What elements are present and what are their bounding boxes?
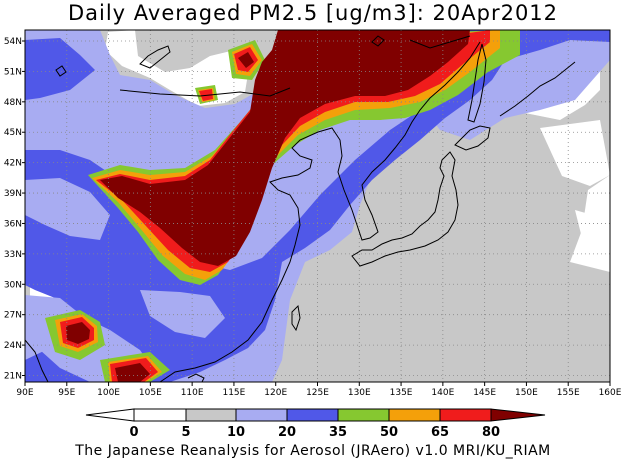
colorbar-box <box>286 408 339 422</box>
credit-line: The Japanese Reanalysis for Aerosol (JRA… <box>75 443 551 459</box>
lat-tick-label: 51N <box>4 67 22 77</box>
lon-tick-label: 110E <box>181 388 204 398</box>
lon-tick-label: 125E <box>306 388 329 398</box>
coastlines <box>25 35 576 382</box>
map-title: Daily Averaged PM2.5 [ug/m3]: 20Apr2012 <box>67 1 559 25</box>
kuril-islands <box>499 61 576 117</box>
longitude-axis: 90E 95E 100E 105E 110E 115E 120E 125E 130E 135E 14… <box>16 382 622 398</box>
lon-tick-label: 155E <box>557 388 580 398</box>
lat-tick-label: 39N <box>4 189 22 199</box>
lat-tick-label: 45N <box>4 128 22 138</box>
colorbar: 0 5 10 20 35 50 65 80 <box>85 408 546 440</box>
japan-coastline <box>351 151 459 267</box>
islands-north <box>55 35 385 77</box>
latitude-axis: 21N 24N 27N 30N 33N 36N 39N 42N 45N 48N 51N 54N <box>4 37 25 382</box>
lat-tick-label: 24N <box>4 341 22 351</box>
colorbar-label: 80 <box>482 425 500 440</box>
colorbar-box <box>439 408 492 422</box>
colorbar-label: 65 <box>431 425 449 440</box>
colorbar-box <box>185 408 237 422</box>
colorbar-box <box>133 408 187 422</box>
field-above-80 <box>66 30 470 382</box>
lat-tick-label: 30N <box>4 280 22 290</box>
lat-tick-label: 36N <box>4 219 22 229</box>
lon-tick-label: 115E <box>222 388 245 398</box>
lon-tick-label: 145E <box>473 388 496 398</box>
mongolia-border <box>119 87 291 97</box>
lat-tick-label: 27N <box>4 311 22 321</box>
lon-tick-label: 140E <box>431 388 454 398</box>
colorbar-arrow-low <box>85 408 135 422</box>
colorbar-box <box>235 408 288 422</box>
lon-tick-label: 95E <box>58 388 75 398</box>
lon-tick-label: 100E <box>97 388 120 398</box>
lake-baikal <box>139 45 171 69</box>
colorbar-arrow-high <box>490 408 546 422</box>
hokkaido-coastline <box>454 125 491 151</box>
lon-tick-label: 90E <box>16 388 33 398</box>
hainan-coastline <box>187 373 205 382</box>
colorbar-box <box>388 408 441 422</box>
lat-tick-label: 54N <box>4 37 22 47</box>
colorbar-label: 20 <box>278 425 296 440</box>
lat-tick-label: 21N <box>4 372 22 382</box>
lat-tick-label: 33N <box>4 250 22 260</box>
lon-tick-label: 105E <box>139 388 162 398</box>
china-coastline <box>159 41 481 382</box>
sakhalin-coastline <box>467 43 487 123</box>
colorbar-label: 35 <box>329 425 347 440</box>
lat-tick-label: 48N <box>4 98 22 108</box>
taiwan-coastline <box>291 304 301 332</box>
colorbar-label: 5 <box>181 425 190 440</box>
southeast-asia-coastline <box>25 339 49 382</box>
lat-lon-grid <box>25 30 610 382</box>
lon-tick-label: 150E <box>515 388 538 398</box>
okhotsk-coastline <box>409 35 471 49</box>
colorbar-label: 10 <box>227 425 245 440</box>
colorbar-label: 50 <box>380 425 398 440</box>
lon-tick-label: 120E <box>264 388 287 398</box>
lat-tick-label: 42N <box>4 159 22 169</box>
lon-tick-label: 130E <box>348 388 371 398</box>
lon-tick-label: 160E <box>599 388 622 398</box>
colorbar-label: 0 <box>129 425 138 440</box>
colorbar-box <box>337 408 390 422</box>
lon-tick-label: 135E <box>390 388 413 398</box>
